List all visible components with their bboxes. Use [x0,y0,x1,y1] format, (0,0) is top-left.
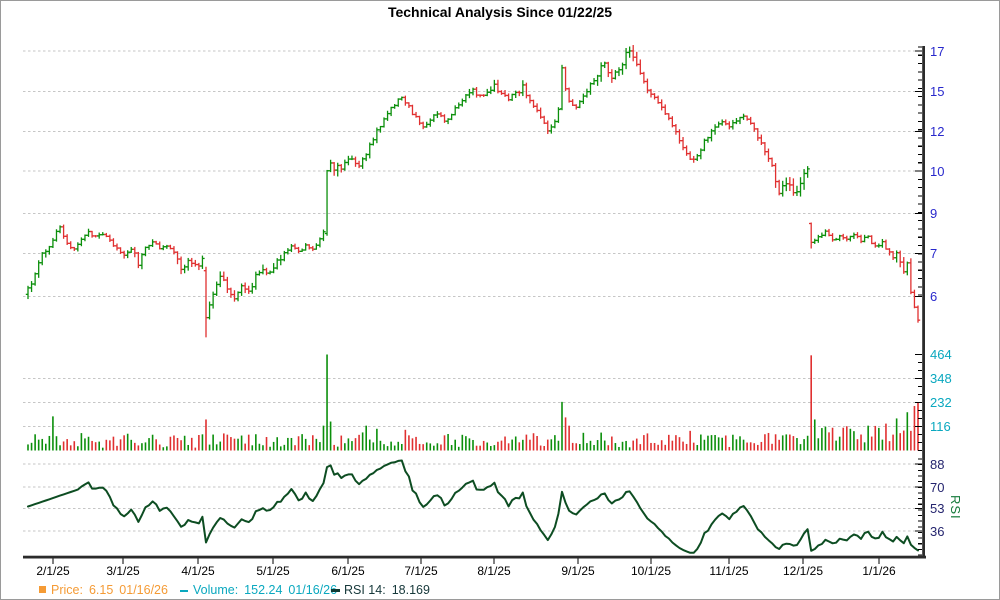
price-axis-label: 7 [930,246,938,261]
price-axis-label: 15 [930,84,945,99]
x-axis-label: 5/1/25 [256,564,290,578]
x-axis-label: 12/1/25 [782,564,824,578]
volume-axis-label: 464 [930,347,952,362]
legend-price: Price: 6.15 01/16/26 [51,583,168,597]
legend-volume-value: 152.24 [244,583,283,597]
price-axis-label: 12 [930,124,945,139]
legend-price-date: 01/16/26 [119,583,168,597]
x-axis-label: 1/1/26 [862,564,896,578]
x-axis-label: 7/1/25 [404,564,438,578]
rsi-axis-label: 53 [930,501,945,516]
rsi-legend-dash-icon [331,589,340,592]
legend-rsi-label: RSI 14: [344,583,386,597]
legend-rsi: RSI 14: 18.169 [344,583,430,597]
legend-rsi-value: 18.169 [391,583,430,597]
price-axis-label: 17 [930,43,945,59]
legend-volume-date: 01/16/26 [288,583,338,597]
legend-volume: Volume: 152.24 01/16/26 [193,583,337,597]
x-axis-label: 3/1/25 [106,564,140,578]
price-axis-label: 6 [930,289,938,304]
price-axis-label: 10 [930,163,945,179]
x-axis-label: 10/1/25 [630,564,672,578]
legend-volume-label: Volume: [193,583,239,597]
x-axis-label: 11/1/25 [709,564,749,578]
volume-legend-dash-icon [180,590,188,592]
rsi-axis-label: 70 [930,479,945,495]
price-axis-label: 9 [930,206,938,221]
x-axis-label: 4/1/25 [181,564,215,578]
volume-axis-label: 232 [930,395,952,410]
rsi-axis-title: RSI [948,495,963,520]
legend-price-value: 6.15 [88,583,114,597]
chart-title: Technical Analysis Since 01/22/25 [387,4,613,20]
legend-price-label: Price: [51,583,83,597]
x-axis-label: 6/1/25 [331,564,365,578]
rsi-axis-label: 36 [930,523,945,539]
rsi-axis-label: 88 [930,456,945,472]
x-axis-label: 9/1/25 [561,564,595,578]
x-axis-label: 8/1/25 [477,564,511,578]
volume-axis-label: 348 [930,371,952,386]
price-legend-swatch [39,586,46,593]
x-axis-label: 2/1/25 [36,564,70,578]
volume-axis-label: 116 [930,419,951,434]
